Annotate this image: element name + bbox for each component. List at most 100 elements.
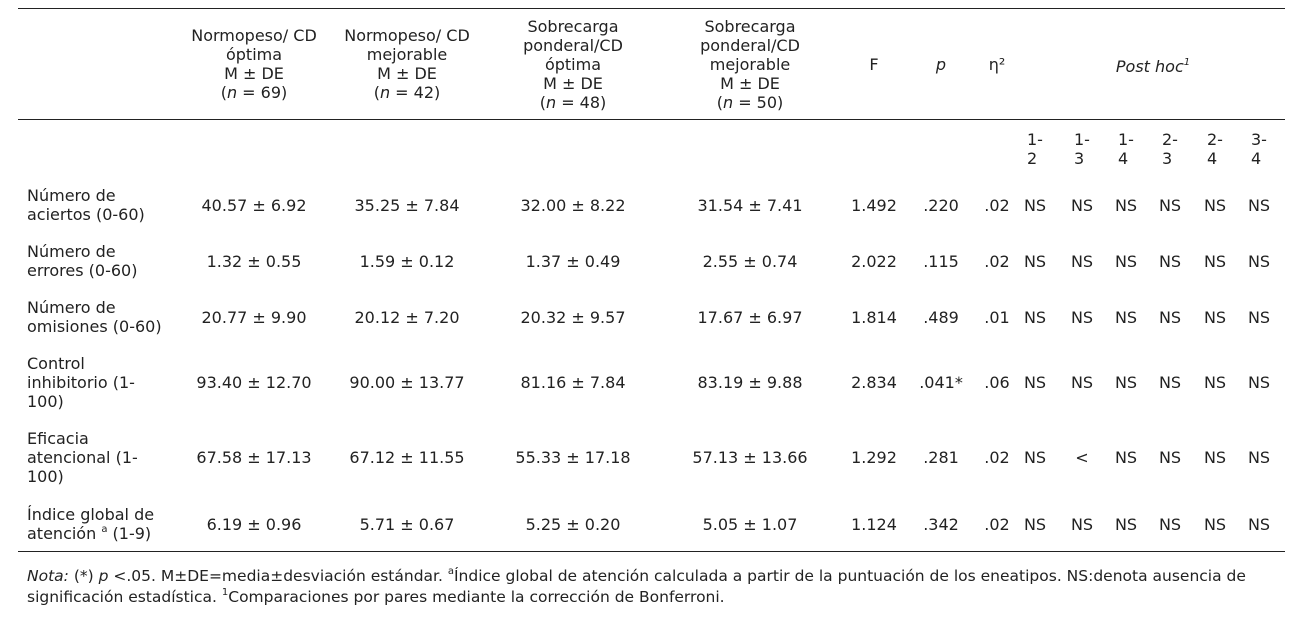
cell-eta: .02 [984, 252, 1010, 271]
column-header-group-3: Sobrecarga ponderal/CD óptima M ± DE (n … [523, 17, 623, 112]
cell-post-hoc: NS [1114, 196, 1138, 215]
cell-post-hoc: NS [1114, 448, 1138, 467]
cell-post-hoc: NS [1158, 252, 1182, 271]
cell-post-hoc: NS [1023, 308, 1047, 327]
cell-post-hoc: NS [1114, 515, 1138, 534]
cell-post-hoc: NS [1114, 308, 1138, 327]
cell-post-hoc: NS [1114, 252, 1138, 271]
cell-post-hoc: NS [1070, 252, 1094, 271]
cell-post-hoc: NS [1158, 373, 1182, 392]
cell-g3: 55.33 ± 17.18 [515, 448, 631, 467]
cell-post-hoc: NS [1023, 448, 1047, 467]
cell-f: 1.492 [851, 196, 897, 215]
cell-g3: 32.00 ± 8.22 [520, 196, 626, 215]
column-header-group-2: Normopeso/ CD mejorable M ± DE (n = 42) [344, 26, 470, 102]
post-hoc-comparison-3: 1- 4 [1118, 130, 1134, 168]
cell-g4: 2.55 ± 0.74 [702, 252, 798, 271]
column-header-group-4: Sobrecarga ponderal/CD mejorable M ± DE … [700, 17, 800, 112]
table-bottom-rule [18, 551, 1285, 552]
cell-g3: 81.16 ± 7.84 [520, 373, 626, 392]
row-label: Control inhibitorio (1- 100) [27, 354, 135, 411]
cell-post-hoc: NS [1203, 373, 1227, 392]
row-label: Número de errores (0-60) [27, 242, 138, 280]
cell-post-hoc: NS [1070, 373, 1094, 392]
cell-post-hoc: NS [1203, 196, 1227, 215]
cell-g1: 6.19 ± 0.96 [206, 515, 302, 534]
post-hoc-comparison-6: 3- 4 [1251, 130, 1267, 168]
cell-eta: .02 [984, 448, 1010, 467]
cell-post-hoc: NS [1203, 515, 1227, 534]
cell-post-hoc: NS [1203, 308, 1227, 327]
cell-g2: 90.00 ± 13.77 [349, 373, 465, 392]
cell-g3: 20.32 ± 9.57 [520, 308, 626, 327]
cell-g2: 1.59 ± 0.12 [359, 252, 455, 271]
cell-post-hoc: NS [1247, 373, 1271, 392]
cell-post-hoc: NS [1023, 373, 1047, 392]
column-header-post-hoc: Post hoc1 [1115, 56, 1191, 76]
cell-post-hoc: NS [1023, 252, 1047, 271]
cell-g4: 83.19 ± 9.88 [697, 373, 803, 392]
cell-p: .220 [923, 196, 959, 215]
cell-g4: 31.54 ± 7.41 [697, 196, 803, 215]
table-header-rule [18, 119, 1285, 120]
cell-g1: 93.40 ± 12.70 [196, 373, 312, 392]
cell-f: 2.022 [851, 252, 897, 271]
cell-g3: 1.37 ± 0.49 [525, 252, 621, 271]
cell-f: 1.124 [851, 515, 897, 534]
cell-post-hoc: NS [1247, 196, 1271, 215]
cell-post-hoc: NS [1203, 252, 1227, 271]
cell-post-hoc: NS [1158, 448, 1182, 467]
post-hoc-comparison-5: 2- 4 [1207, 130, 1223, 168]
cell-eta: .02 [984, 196, 1010, 215]
cell-post-hoc: NS [1203, 448, 1227, 467]
cell-g1: 67.58 ± 17.13 [196, 448, 312, 467]
row-label: Índice global de atención a (1-9) [27, 505, 155, 543]
cell-post-hoc: NS [1158, 196, 1182, 215]
post-hoc-comparison-4: 2- 3 [1162, 130, 1178, 168]
cell-p: .281 [923, 448, 959, 467]
cell-post-hoc: NS [1070, 515, 1094, 534]
column-header-group-1: Normopeso/ CD óptima M ± DE (n = 69) [191, 26, 317, 102]
post-hoc-comparison-2: 1- 3 [1074, 130, 1090, 168]
row-label: Eficacia atencional (1- 100) [27, 429, 138, 486]
column-header-f: F [869, 55, 879, 74]
cell-g2: 5.71 ± 0.67 [359, 515, 455, 534]
cell-g4: 57.13 ± 13.66 [692, 448, 808, 467]
table-top-rule [18, 8, 1285, 9]
cell-p: .115 [923, 252, 959, 271]
cell-g4: 17.67 ± 6.97 [697, 308, 803, 327]
cell-g1: 1.32 ± 0.55 [206, 252, 302, 271]
cell-f: 2.834 [851, 373, 897, 392]
cell-post-hoc: NS [1158, 515, 1182, 534]
cell-g4: 5.05 ± 1.07 [702, 515, 798, 534]
cell-post-hoc: NS [1158, 308, 1182, 327]
cell-post-hoc: NS [1023, 515, 1047, 534]
cell-p: .342 [923, 515, 959, 534]
cell-post-hoc: NS [1114, 373, 1138, 392]
cell-p: .041* [919, 373, 963, 392]
column-header-p: p [935, 55, 947, 74]
cell-g1: 20.77 ± 9.90 [201, 308, 307, 327]
cell-g2: 35.25 ± 7.84 [354, 196, 460, 215]
note-lead: Nota: [27, 567, 69, 585]
cell-f: 1.814 [851, 308, 897, 327]
cell-post-hoc: NS [1247, 308, 1271, 327]
row-label: Número de omisiones (0-60) [27, 298, 162, 336]
cell-post-hoc: NS [1247, 252, 1271, 271]
cell-g2: 20.12 ± 7.20 [354, 308, 460, 327]
cell-eta: .06 [984, 373, 1010, 392]
cell-eta: .01 [984, 308, 1010, 327]
table-note: Nota: (*) p <.05. M±DE=media±desviación … [27, 565, 1246, 606]
cell-post-hoc: NS [1023, 196, 1047, 215]
cell-post-hoc: NS [1247, 448, 1271, 467]
cell-post-hoc: NS [1247, 515, 1271, 534]
cell-p: .489 [923, 308, 959, 327]
cell-f: 1.292 [851, 448, 897, 467]
cell-g3: 5.25 ± 0.20 [525, 515, 621, 534]
row-label: Número de aciertos (0-60) [27, 186, 145, 224]
cell-g1: 40.57 ± 6.92 [201, 196, 307, 215]
cell-g2: 67.12 ± 11.55 [349, 448, 465, 467]
cell-post-hoc: NS [1070, 196, 1094, 215]
cell-post-hoc: NS [1070, 308, 1094, 327]
